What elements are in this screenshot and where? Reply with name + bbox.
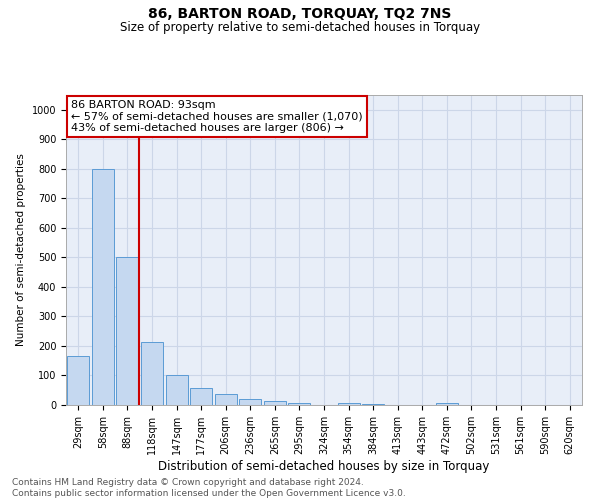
Bar	[190, 388, 212, 405]
Bar	[215, 394, 237, 405]
Bar	[239, 398, 262, 405]
Text: Size of property relative to semi-detached houses in Torquay: Size of property relative to semi-detach…	[120, 21, 480, 34]
Y-axis label: Number of semi-detached properties: Number of semi-detached properties	[16, 154, 26, 346]
Bar	[362, 404, 384, 405]
Bar	[67, 356, 89, 405]
Bar	[264, 402, 286, 405]
Text: 86, BARTON ROAD, TORQUAY, TQ2 7NS: 86, BARTON ROAD, TORQUAY, TQ2 7NS	[148, 8, 452, 22]
Bar	[141, 342, 163, 405]
Bar	[116, 258, 139, 405]
Text: 86 BARTON ROAD: 93sqm
← 57% of semi-detached houses are smaller (1,070)
43% of s: 86 BARTON ROAD: 93sqm ← 57% of semi-deta…	[71, 100, 363, 133]
Bar	[436, 402, 458, 405]
Text: Contains HM Land Registry data © Crown copyright and database right 2024.
Contai: Contains HM Land Registry data © Crown c…	[12, 478, 406, 498]
Bar	[338, 402, 359, 405]
Bar	[289, 402, 310, 405]
Bar	[166, 376, 188, 405]
X-axis label: Distribution of semi-detached houses by size in Torquay: Distribution of semi-detached houses by …	[158, 460, 490, 472]
Bar	[92, 169, 114, 405]
